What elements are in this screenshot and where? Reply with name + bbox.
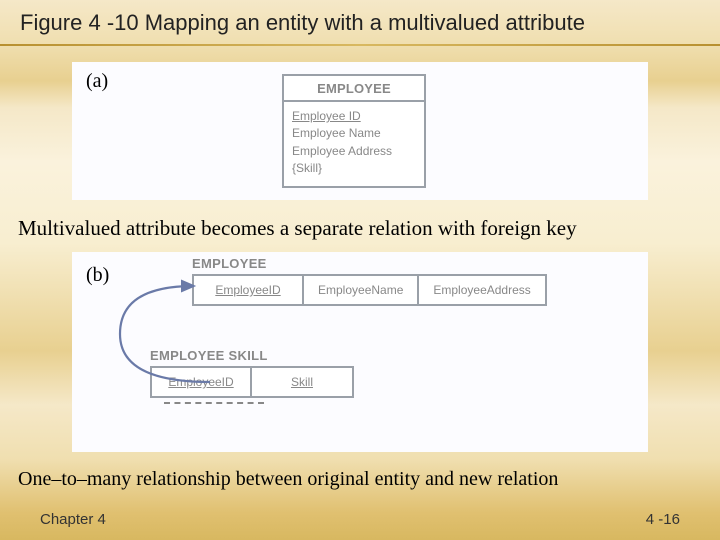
figure-title: Figure 4 -10 Mapping an entity with a mu… [20, 10, 700, 36]
panel-b-label: (b) [86, 264, 109, 287]
employee-col-address: EmployeeAddress [419, 276, 544, 304]
panel-a: (a) EMPLOYEE Employee ID Employee Name E… [72, 62, 648, 200]
footer-page: 4 -16 [646, 511, 680, 528]
relation-employee: EmployeeID EmployeeName EmployeeAddress [192, 274, 547, 306]
relation-employee-title: EMPLOYEE [192, 256, 267, 271]
entity-employee-box: EMPLOYEE Employee ID Employee Name Emplo… [282, 74, 426, 188]
employee-col-id: EmployeeID [194, 276, 304, 304]
relation-skill: EmployeeID Skill [150, 366, 354, 398]
entity-attrs: Employee ID Employee Name Employee Addre… [284, 102, 424, 184]
caption-one-to-many: One–to–many relationship between origina… [18, 468, 708, 491]
skill-col-skill: Skill [252, 368, 352, 396]
panel-b: (b) EMPLOYEE EmployeeID EmployeeName Emp… [72, 252, 648, 452]
slide: Figure 4 -10 Mapping an entity with a mu… [0, 0, 720, 540]
entity-attr-address: Employee Address [292, 143, 416, 160]
relation-skill-title: EMPLOYEE SKILL [150, 348, 268, 363]
entity-header: EMPLOYEE [284, 76, 424, 102]
title-underline [0, 44, 720, 46]
skill-col-employeeid: EmployeeID [152, 368, 252, 396]
entity-attr-name: Employee Name [292, 125, 416, 142]
panel-a-label: (a) [86, 70, 108, 93]
caption-multivalued: Multivalued attribute becomes a separate… [18, 216, 708, 241]
footer-chapter: Chapter 4 [40, 511, 106, 528]
employee-col-name: EmployeeName [304, 276, 419, 304]
entity-attr-skill: {Skill} [292, 160, 416, 177]
fk-dashed-underline [164, 402, 264, 404]
entity-attr-id: Employee ID [292, 108, 416, 125]
